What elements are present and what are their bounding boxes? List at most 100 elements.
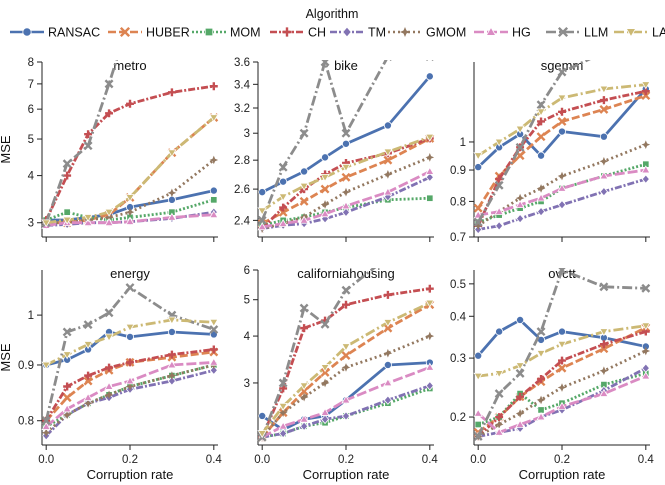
- point-lad: [83, 341, 93, 350]
- point-tm: [341, 207, 351, 218]
- point-llm: [278, 378, 288, 388]
- point-ransac: [383, 121, 392, 130]
- y-axis-label: MSE: [0, 343, 13, 372]
- panels: metro 3 4 5 6 7 8 MSE bike 2.4 2.6 2.8 3 3.2 3.4 3.6 sge…: [0, 57, 654, 482]
- point-lad: [341, 163, 351, 172]
- point-huber: [557, 363, 567, 373]
- point-lad: [536, 350, 546, 359]
- point-hg: [599, 388, 609, 397]
- point-tm: [515, 213, 525, 224]
- point-hg: [278, 218, 288, 227]
- point-huber: [383, 323, 393, 333]
- point-gmom: [425, 331, 435, 341]
- point-lad: [167, 316, 177, 325]
- y-tick-label: 3: [244, 128, 250, 140]
- point-tm: [383, 395, 393, 405]
- point-hg: [515, 200, 525, 209]
- legend-marker-tm: [342, 26, 352, 38]
- point-hg: [341, 201, 351, 210]
- point-lad: [320, 173, 330, 183]
- panel-californiahousing: californiahousing 3 4 5 6 0.0 0.2 0.4 Corruption…: [244, 253, 439, 482]
- y-tick-label: 5: [28, 134, 34, 146]
- point-ch: [167, 88, 176, 97]
- y-tick-label: 0.9: [450, 165, 466, 177]
- point-hg: [557, 401, 567, 410]
- series-line-gmom: [45, 363, 215, 434]
- point-tm: [495, 221, 504, 231]
- point-llm: [536, 100, 546, 110]
- legend-label-ch: CH: [308, 26, 326, 40]
- point-lad: [104, 208, 114, 217]
- point-lad: [278, 402, 288, 412]
- x-tick-label: 0.0: [470, 454, 486, 466]
- point-llm: [104, 308, 114, 318]
- point-gmom: [557, 383, 567, 392]
- point-llm: [384, 253, 391, 260]
- panel-title-energy: energy: [110, 266, 150, 281]
- point-lad: [278, 193, 288, 202]
- point-gmom: [167, 188, 177, 198]
- series-line-mom: [477, 372, 647, 426]
- point-ransac: [258, 188, 267, 197]
- legend-label-gmom: GMOM: [426, 26, 466, 40]
- y-tick-label: 0.2: [450, 412, 466, 424]
- point-ransac: [258, 411, 267, 420]
- y-tick-label: 0.3: [450, 353, 466, 365]
- point-gmom: [341, 363, 351, 372]
- point-ransac: [209, 186, 218, 195]
- point-hg: [83, 392, 93, 401]
- point-ransac: [425, 72, 434, 81]
- point-ransac: [558, 127, 567, 136]
- point-hg: [278, 421, 288, 430]
- point-ch: [84, 130, 93, 139]
- point-lad: [257, 207, 267, 216]
- x-tick-label: 0.0: [254, 454, 270, 466]
- y-tick-label: 2.6: [234, 184, 250, 196]
- point-lad: [341, 343, 351, 352]
- point-lad: [125, 323, 135, 332]
- point-huber: [599, 104, 609, 114]
- legend-marker-huber: [119, 26, 131, 38]
- x-tick-label: 0.2: [554, 454, 570, 466]
- y-tick-label: 0.8: [450, 196, 466, 208]
- y-tick-label: 3.2: [234, 103, 250, 115]
- panel-title-metro: metro: [113, 58, 146, 73]
- point-hg: [494, 206, 504, 215]
- point-llm: [299, 303, 309, 313]
- point-gmom: [209, 155, 219, 165]
- point-gmom: [515, 193, 525, 203]
- point-ch: [495, 413, 504, 421]
- point-llm: [341, 285, 351, 295]
- legend-label-llm: LLM: [584, 26, 608, 40]
- point-gmom: [62, 410, 72, 420]
- y-tick-label: 5: [244, 295, 250, 307]
- point-gmom: [641, 346, 651, 356]
- series-group: [473, 268, 651, 442]
- panel-sgemm: sgemm 0.7 0.8 0.9 1: [450, 58, 651, 244]
- y-tick-label: 0.4: [450, 311, 467, 323]
- point-hg: [299, 414, 309, 423]
- series-group: [257, 60, 435, 234]
- point-hg: [536, 193, 546, 202]
- point-ch: [105, 363, 114, 372]
- point-ch: [599, 96, 608, 105]
- point-hg: [104, 381, 114, 390]
- legend-marker-lad: [625, 28, 637, 38]
- point-llm: [599, 282, 609, 292]
- point-ch: [599, 340, 608, 349]
- y-tick-label: 4: [244, 331, 251, 343]
- legend-item-gmom: GMOM: [388, 26, 466, 40]
- panel-energy: energy 0.8 0.9 1 0.0 0.2 0.4 MSE Corruption rate: [0, 266, 222, 482]
- y-tick-label: 6: [244, 265, 250, 277]
- point-lad: [641, 322, 651, 331]
- point-gmom: [104, 390, 114, 400]
- legend-marker-ransac: [22, 27, 32, 37]
- legend-item-ransac: RANSAC: [10, 26, 100, 40]
- point-hg: [167, 360, 177, 369]
- point-tm: [167, 376, 177, 386]
- legend-item-ch: CH: [270, 26, 326, 40]
- point-lad: [557, 340, 567, 350]
- legend-label-huber: HUBER: [146, 26, 190, 40]
- point-lad: [383, 148, 393, 157]
- x-tick-label: 0.0: [38, 454, 54, 466]
